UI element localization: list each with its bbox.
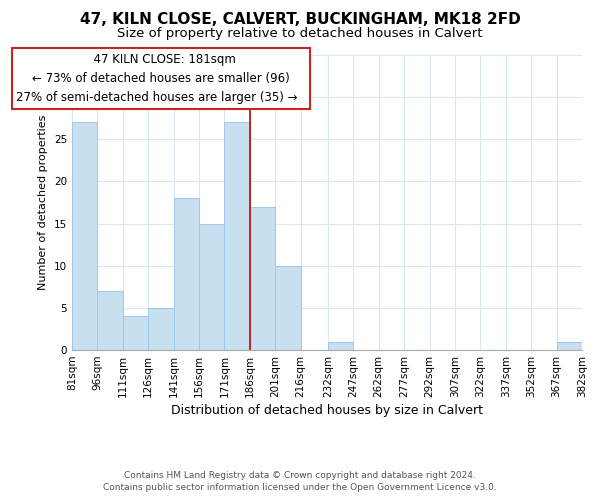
Bar [275, 266, 301, 350]
Text: Contains HM Land Registry data © Crown copyright and database right 2024.
Contai: Contains HM Land Registry data © Crown c… [103, 471, 497, 492]
Bar [199, 224, 224, 350]
Bar [72, 122, 97, 350]
Bar [557, 342, 582, 350]
Bar [123, 316, 148, 350]
Bar [250, 206, 275, 350]
Bar [224, 122, 250, 350]
X-axis label: Distribution of detached houses by size in Calvert: Distribution of detached houses by size … [171, 404, 483, 417]
Y-axis label: Number of detached properties: Number of detached properties [38, 115, 49, 290]
Text: 47, KILN CLOSE, CALVERT, BUCKINGHAM, MK18 2FD: 47, KILN CLOSE, CALVERT, BUCKINGHAM, MK1… [80, 12, 520, 28]
Bar [97, 291, 123, 350]
Bar [148, 308, 173, 350]
Text: Size of property relative to detached houses in Calvert: Size of property relative to detached ho… [117, 28, 483, 40]
Bar [173, 198, 199, 350]
Text: 47 KILN CLOSE: 181sqm
← 73% of detached houses are smaller (96)
27% of semi-deta: 47 KILN CLOSE: 181sqm ← 73% of detached … [16, 53, 305, 104]
Bar [328, 342, 353, 350]
